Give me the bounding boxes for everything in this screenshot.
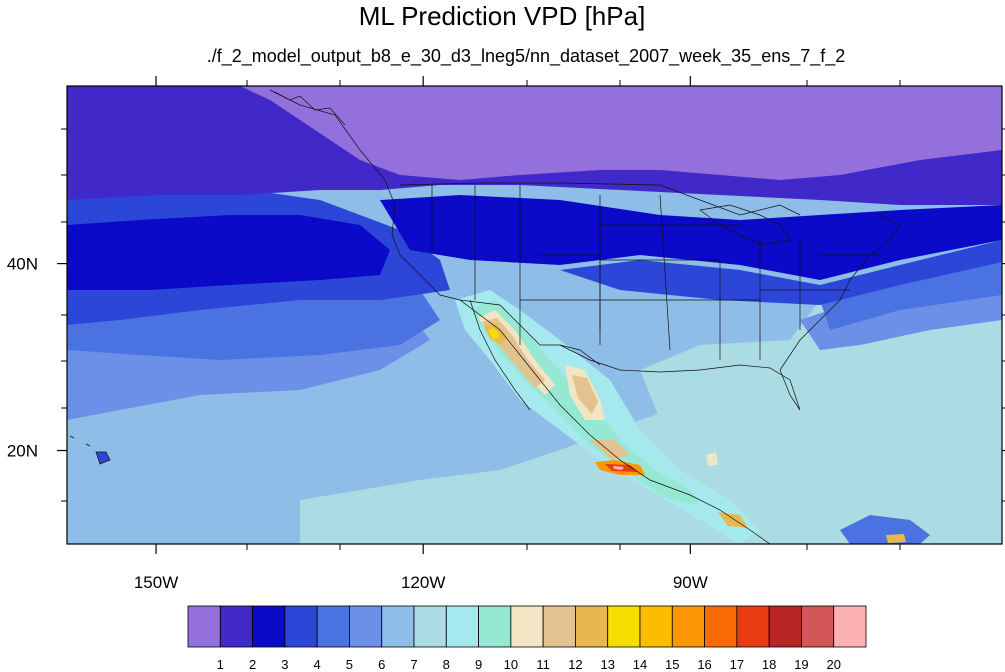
vpd-band-14-core (488, 328, 500, 340)
colorbar-label: 18 (762, 657, 776, 672)
colorbar-swatch (510, 605, 544, 648)
colorbar-label: 8 (443, 657, 450, 672)
colorbar-label: 14 (633, 657, 647, 672)
colorbar-swatch (671, 605, 705, 648)
colorbar-swatch (219, 605, 253, 648)
colorbar-swatch (316, 605, 350, 648)
alaska-panhandle (274, 91, 346, 126)
vpd-band-5-caribbean (840, 515, 930, 544)
colorbar-swatch (478, 605, 512, 648)
colorbar-label: 2 (249, 657, 256, 672)
gulf-coast (559, 344, 801, 411)
vpd-band-12-sierra (572, 375, 598, 414)
x-tick-label: 90W (673, 573, 708, 592)
vpd-band-5-east (820, 262, 1002, 330)
colorbar-swatch (349, 605, 383, 648)
colorbar-label: 16 (697, 657, 711, 672)
colorbar-label: 5 (346, 657, 353, 672)
vpd-band-3-conus (380, 195, 1002, 280)
x-tick-label: 150W (134, 573, 178, 592)
colorbar-label: 3 (281, 657, 288, 672)
colorbar-swatch (801, 605, 835, 648)
minor-ticks (61, 80, 1005, 550)
colorbar-label: 7 (410, 657, 417, 672)
vpd-band-13-caribbean (886, 534, 906, 543)
baja-peninsula (469, 299, 531, 411)
colorbar-swatch (833, 605, 867, 648)
colorbar-swatch (639, 605, 673, 648)
y-tick-label: 40N (7, 255, 38, 274)
x-tick-label: 120W (401, 573, 445, 592)
north-america-coastline (269, 89, 771, 544)
colorbar-label: 1 (217, 657, 224, 672)
y-tick-label: 20N (7, 442, 38, 461)
us-mexico-border (459, 299, 601, 366)
colorbar-swatch (381, 605, 415, 648)
x-axis-ticks: 150W 120W 90W (134, 76, 708, 592)
colorbar-swatch (413, 605, 447, 648)
colorbar-swatch (252, 605, 286, 648)
colorbar-label: 19 (794, 657, 808, 672)
vpd-band-20-hotspot (613, 466, 624, 470)
east-coast (779, 214, 901, 371)
us-canada-border (399, 182, 801, 216)
vpd-band-11-yucatan (706, 452, 718, 466)
colorbar-label: 17 (730, 657, 744, 672)
colorbar-swatch (607, 605, 641, 648)
vpd-band-4-hawaii (96, 452, 110, 464)
colorbar-swatch (768, 605, 802, 648)
hawaii-islands (69, 435, 111, 465)
colorbar-swatch (736, 605, 770, 648)
colorbar-label: 11 (536, 657, 550, 672)
colorbar-label: 13 (600, 657, 614, 672)
state-lines-east (759, 240, 880, 360)
colorbar-label: 9 (475, 657, 482, 672)
colorbar-label: 15 (665, 657, 679, 672)
colorbar-swatch (704, 605, 738, 648)
chart-subtitle: ./f_2_model_output_b8_e_30_d3_lneg5/nn_d… (207, 46, 846, 67)
colorbar-swatch (187, 605, 221, 648)
state-lines-west (431, 185, 601, 345)
state-lines-central (599, 194, 760, 360)
colorbar-label: 10 (504, 657, 518, 672)
colorbar-swatch (542, 605, 576, 648)
chart-title: ML Prediction VPD [hPa] (359, 1, 646, 31)
colorbar-label: 12 (568, 657, 582, 672)
colorbar-swatch (284, 605, 318, 648)
colorbar-swatch (575, 605, 609, 648)
vpd-band-12-south (590, 440, 630, 460)
vpd-field (67, 86, 1002, 544)
vpd-band-3 (67, 215, 390, 290)
y-axis-ticks: 20N 40N (7, 255, 1005, 461)
colorbar-label: 6 (378, 657, 385, 672)
vpd-band-1 (240, 86, 1002, 180)
colorbar: 1 2 3 4 5 6 7 8 9 10 11 12 13 14 15 16 17 18 19 20 (187, 605, 867, 672)
colorbar-swatch (445, 605, 479, 648)
colorbar-label: 4 (314, 657, 321, 672)
colorbar-label: 20 (826, 657, 840, 672)
great-lakes (699, 204, 791, 246)
map-boundaries (69, 89, 901, 544)
vpd-band-4-east (560, 240, 1002, 305)
